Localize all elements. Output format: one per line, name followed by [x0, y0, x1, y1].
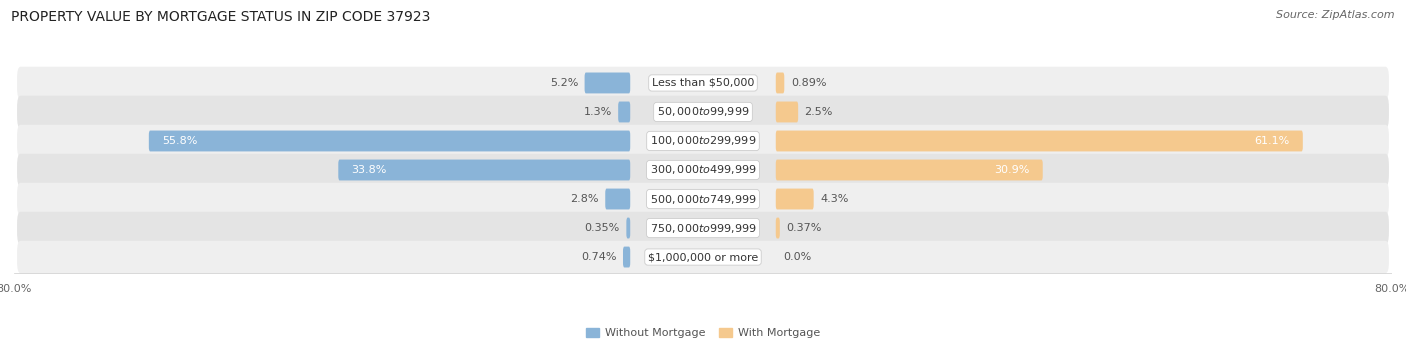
Text: 30.9%: 30.9%: [994, 165, 1029, 175]
Text: 4.3%: 4.3%: [820, 194, 848, 204]
FancyBboxPatch shape: [619, 102, 630, 122]
Text: $750,000 to $999,999: $750,000 to $999,999: [650, 222, 756, 235]
Text: $300,000 to $499,999: $300,000 to $499,999: [650, 164, 756, 176]
FancyBboxPatch shape: [17, 125, 1389, 157]
Text: $50,000 to $99,999: $50,000 to $99,999: [657, 105, 749, 118]
FancyBboxPatch shape: [339, 159, 630, 181]
FancyBboxPatch shape: [17, 183, 1389, 215]
Text: 1.3%: 1.3%: [583, 107, 612, 117]
FancyBboxPatch shape: [776, 189, 814, 209]
Text: Less than $50,000: Less than $50,000: [652, 78, 754, 88]
Text: 0.74%: 0.74%: [581, 252, 617, 262]
FancyBboxPatch shape: [776, 218, 780, 238]
FancyBboxPatch shape: [605, 189, 630, 209]
Text: 2.5%: 2.5%: [804, 107, 832, 117]
FancyBboxPatch shape: [17, 212, 1389, 244]
FancyBboxPatch shape: [776, 131, 1303, 151]
Text: 33.8%: 33.8%: [352, 165, 387, 175]
Text: Source: ZipAtlas.com: Source: ZipAtlas.com: [1277, 10, 1395, 20]
FancyBboxPatch shape: [623, 246, 630, 268]
FancyBboxPatch shape: [17, 154, 1389, 186]
FancyBboxPatch shape: [776, 159, 1043, 181]
Text: 5.2%: 5.2%: [550, 78, 578, 88]
Text: 0.35%: 0.35%: [585, 223, 620, 233]
Text: $100,000 to $299,999: $100,000 to $299,999: [650, 135, 756, 148]
FancyBboxPatch shape: [585, 72, 630, 94]
Legend: Without Mortgage, With Mortgage: Without Mortgage, With Mortgage: [582, 324, 824, 340]
FancyBboxPatch shape: [17, 67, 1389, 99]
Text: $500,000 to $749,999: $500,000 to $749,999: [650, 192, 756, 205]
FancyBboxPatch shape: [149, 131, 630, 151]
FancyBboxPatch shape: [776, 72, 785, 94]
Text: PROPERTY VALUE BY MORTGAGE STATUS IN ZIP CODE 37923: PROPERTY VALUE BY MORTGAGE STATUS IN ZIP…: [11, 10, 430, 24]
Text: 0.0%: 0.0%: [783, 252, 811, 262]
FancyBboxPatch shape: [17, 96, 1389, 128]
Text: 55.8%: 55.8%: [162, 136, 198, 146]
Text: 2.8%: 2.8%: [571, 194, 599, 204]
Text: 0.37%: 0.37%: [786, 223, 821, 233]
Text: 0.89%: 0.89%: [790, 78, 827, 88]
Text: 61.1%: 61.1%: [1254, 136, 1289, 146]
Text: $1,000,000 or more: $1,000,000 or more: [648, 252, 758, 262]
FancyBboxPatch shape: [776, 102, 799, 122]
FancyBboxPatch shape: [17, 241, 1389, 273]
FancyBboxPatch shape: [626, 218, 630, 238]
